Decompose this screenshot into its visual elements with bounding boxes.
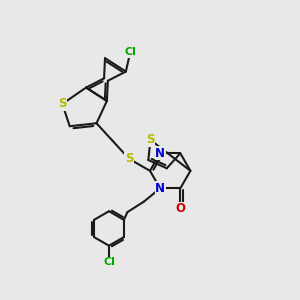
Text: S: S <box>125 152 134 165</box>
Text: S: S <box>58 98 67 110</box>
Text: Cl: Cl <box>124 47 136 57</box>
Text: N: N <box>155 147 165 160</box>
Text: Cl: Cl <box>124 47 136 57</box>
Text: S: S <box>146 134 155 146</box>
Text: N: N <box>155 182 165 195</box>
Text: S: S <box>58 98 67 110</box>
Text: Cl: Cl <box>103 257 115 267</box>
Text: Cl: Cl <box>103 257 115 267</box>
Text: O: O <box>175 202 185 215</box>
